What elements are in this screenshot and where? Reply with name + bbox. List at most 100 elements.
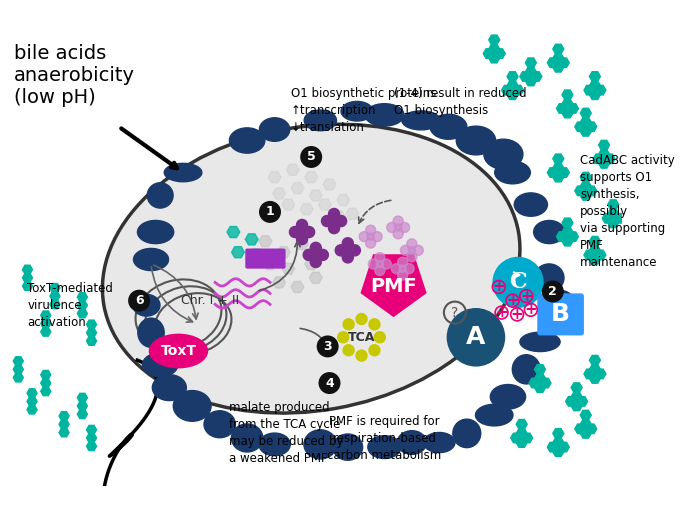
Circle shape [300, 146, 322, 168]
Polygon shape [566, 397, 577, 406]
Circle shape [330, 217, 338, 225]
Polygon shape [520, 72, 531, 81]
Polygon shape [86, 328, 97, 337]
Text: 4: 4 [325, 376, 334, 390]
Polygon shape [529, 378, 540, 388]
Polygon shape [86, 337, 97, 345]
Polygon shape [598, 149, 609, 159]
Polygon shape [580, 108, 591, 118]
Polygon shape [337, 195, 350, 206]
Polygon shape [78, 393, 88, 402]
Polygon shape [526, 67, 537, 77]
Polygon shape [22, 265, 33, 274]
Circle shape [259, 201, 281, 223]
Polygon shape [553, 53, 564, 63]
Polygon shape [268, 172, 281, 183]
Circle shape [344, 246, 352, 255]
Polygon shape [608, 200, 619, 209]
Polygon shape [584, 250, 595, 260]
Circle shape [350, 245, 360, 256]
Polygon shape [593, 154, 604, 164]
Circle shape [542, 280, 564, 302]
Polygon shape [291, 182, 304, 194]
Polygon shape [273, 277, 286, 288]
Circle shape [342, 238, 354, 249]
Circle shape [342, 252, 354, 263]
Polygon shape [534, 374, 545, 383]
Polygon shape [562, 99, 573, 109]
Polygon shape [553, 429, 564, 438]
Polygon shape [489, 35, 500, 45]
Polygon shape [489, 53, 500, 63]
Polygon shape [86, 320, 97, 329]
Ellipse shape [205, 410, 235, 438]
Polygon shape [562, 227, 573, 237]
Ellipse shape [135, 319, 167, 346]
Polygon shape [50, 292, 60, 300]
Polygon shape [489, 44, 500, 54]
Polygon shape [59, 420, 69, 429]
Polygon shape [305, 172, 318, 183]
Polygon shape [22, 273, 33, 282]
Circle shape [366, 238, 376, 248]
Ellipse shape [233, 131, 261, 150]
Polygon shape [598, 158, 609, 168]
Polygon shape [41, 378, 51, 388]
Circle shape [407, 251, 417, 262]
Ellipse shape [146, 180, 174, 210]
Circle shape [328, 223, 339, 234]
Ellipse shape [458, 129, 494, 153]
Polygon shape [562, 236, 573, 246]
Polygon shape [580, 410, 591, 420]
Text: PMF: PMF [370, 276, 417, 296]
Polygon shape [567, 232, 579, 241]
Polygon shape [575, 424, 585, 433]
Text: O1 biosynthetic proteins
↑transcription
↓translation: O1 biosynthetic proteins ↑transcription … [291, 87, 437, 135]
Polygon shape [553, 438, 564, 448]
Polygon shape [571, 383, 582, 392]
Text: +: + [495, 305, 508, 320]
Text: ToxT-mediated
virulence
activation: ToxT-mediated virulence activation [27, 282, 114, 329]
Polygon shape [78, 401, 88, 410]
Circle shape [311, 251, 320, 259]
Polygon shape [59, 428, 69, 437]
Circle shape [408, 247, 415, 254]
Text: A: A [466, 325, 486, 350]
Circle shape [374, 332, 386, 343]
Ellipse shape [330, 432, 366, 462]
Text: ToxT: ToxT [160, 344, 197, 358]
Text: 5: 5 [307, 150, 316, 164]
Text: CadABC activity
supports O1
synthesis, possibly
via supporting PMF
maintenance: CadABC activity supports O1 synthesis, p… [580, 154, 675, 269]
Polygon shape [580, 117, 591, 127]
Polygon shape [291, 281, 304, 293]
Polygon shape [613, 213, 624, 223]
Polygon shape [534, 365, 545, 374]
Ellipse shape [512, 355, 541, 384]
Ellipse shape [453, 424, 481, 443]
Ellipse shape [339, 100, 375, 122]
Circle shape [387, 223, 396, 233]
Polygon shape [553, 44, 564, 54]
Ellipse shape [141, 217, 171, 246]
Polygon shape [540, 378, 551, 388]
Circle shape [303, 249, 314, 261]
Text: TCA: TCA [348, 331, 375, 344]
Circle shape [356, 350, 367, 361]
Polygon shape [580, 181, 591, 191]
Polygon shape [286, 164, 299, 175]
Circle shape [369, 259, 379, 269]
Polygon shape [50, 283, 60, 292]
Polygon shape [86, 442, 97, 451]
Ellipse shape [259, 432, 290, 457]
Polygon shape [567, 104, 579, 113]
Circle shape [318, 249, 328, 261]
Circle shape [375, 252, 385, 263]
Circle shape [335, 245, 346, 256]
Polygon shape [577, 397, 588, 406]
Polygon shape [553, 154, 564, 164]
Polygon shape [580, 429, 591, 438]
Polygon shape [41, 387, 51, 396]
Polygon shape [346, 208, 359, 219]
Circle shape [335, 215, 347, 227]
Ellipse shape [254, 117, 294, 142]
